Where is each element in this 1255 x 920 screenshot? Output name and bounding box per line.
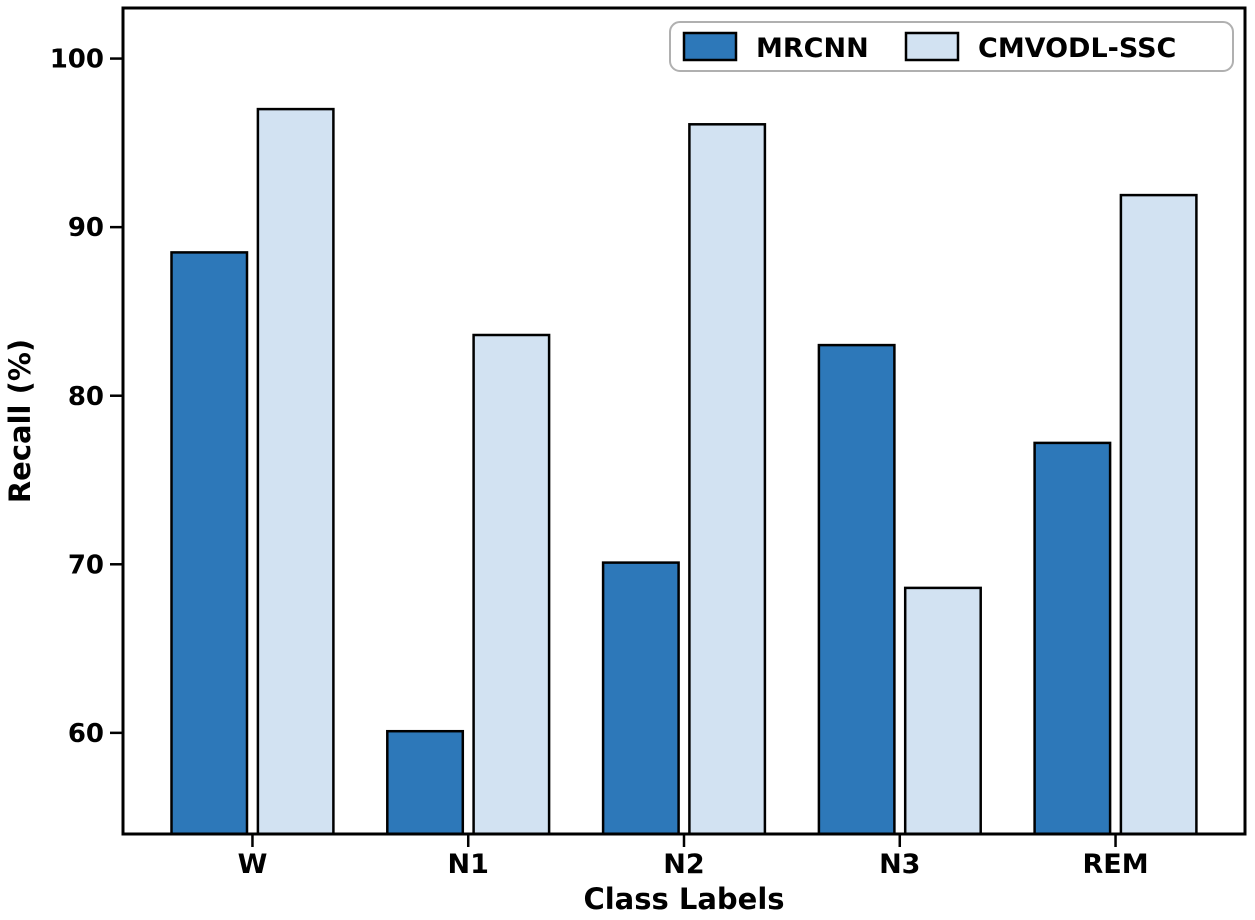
bar-mrcnn-rem xyxy=(1033,441,1112,836)
y-tick-label-70: 70 xyxy=(68,550,104,580)
legend-label-mrcnn: MRCNN xyxy=(756,33,869,64)
x-tick-label-n1: N1 xyxy=(448,849,489,880)
bar-cmvodl-ssc-n3 xyxy=(903,586,982,836)
bar-cmvodl-ssc-w xyxy=(256,107,335,836)
x-tick-label-rem: REM xyxy=(1082,849,1148,880)
bar-cmvodl-ssc-n2 xyxy=(688,123,767,836)
bar-mrcnn-n2 xyxy=(601,561,680,836)
legend-swatch-cmvodl-ssc xyxy=(904,31,960,62)
x-tick-label-w: W xyxy=(238,849,268,880)
legend-label-cmvodl-ssc: CMVODL-SSC xyxy=(978,33,1176,64)
x-tick-label-n2: N2 xyxy=(663,849,704,880)
y-tick-label-90: 90 xyxy=(68,213,104,243)
bar-mrcnn-n3 xyxy=(817,343,896,836)
bar-mrcnn-n1 xyxy=(386,729,465,836)
bar-mrcnn-w xyxy=(170,251,249,836)
x-axis-label: Class Labels xyxy=(583,882,784,916)
x-tick-label-n3: N3 xyxy=(879,849,920,880)
bar-cmvodl-ssc-rem xyxy=(1119,193,1198,836)
legend-swatch-mrcnn xyxy=(682,31,738,62)
y-tick-label-60: 60 xyxy=(68,719,104,749)
bar-cmvodl-ssc-n1 xyxy=(472,333,551,836)
y-tick-label-80: 80 xyxy=(68,382,104,412)
y-tick-label-100: 100 xyxy=(50,45,104,75)
y-axis-label: Recall (%) xyxy=(3,339,37,503)
